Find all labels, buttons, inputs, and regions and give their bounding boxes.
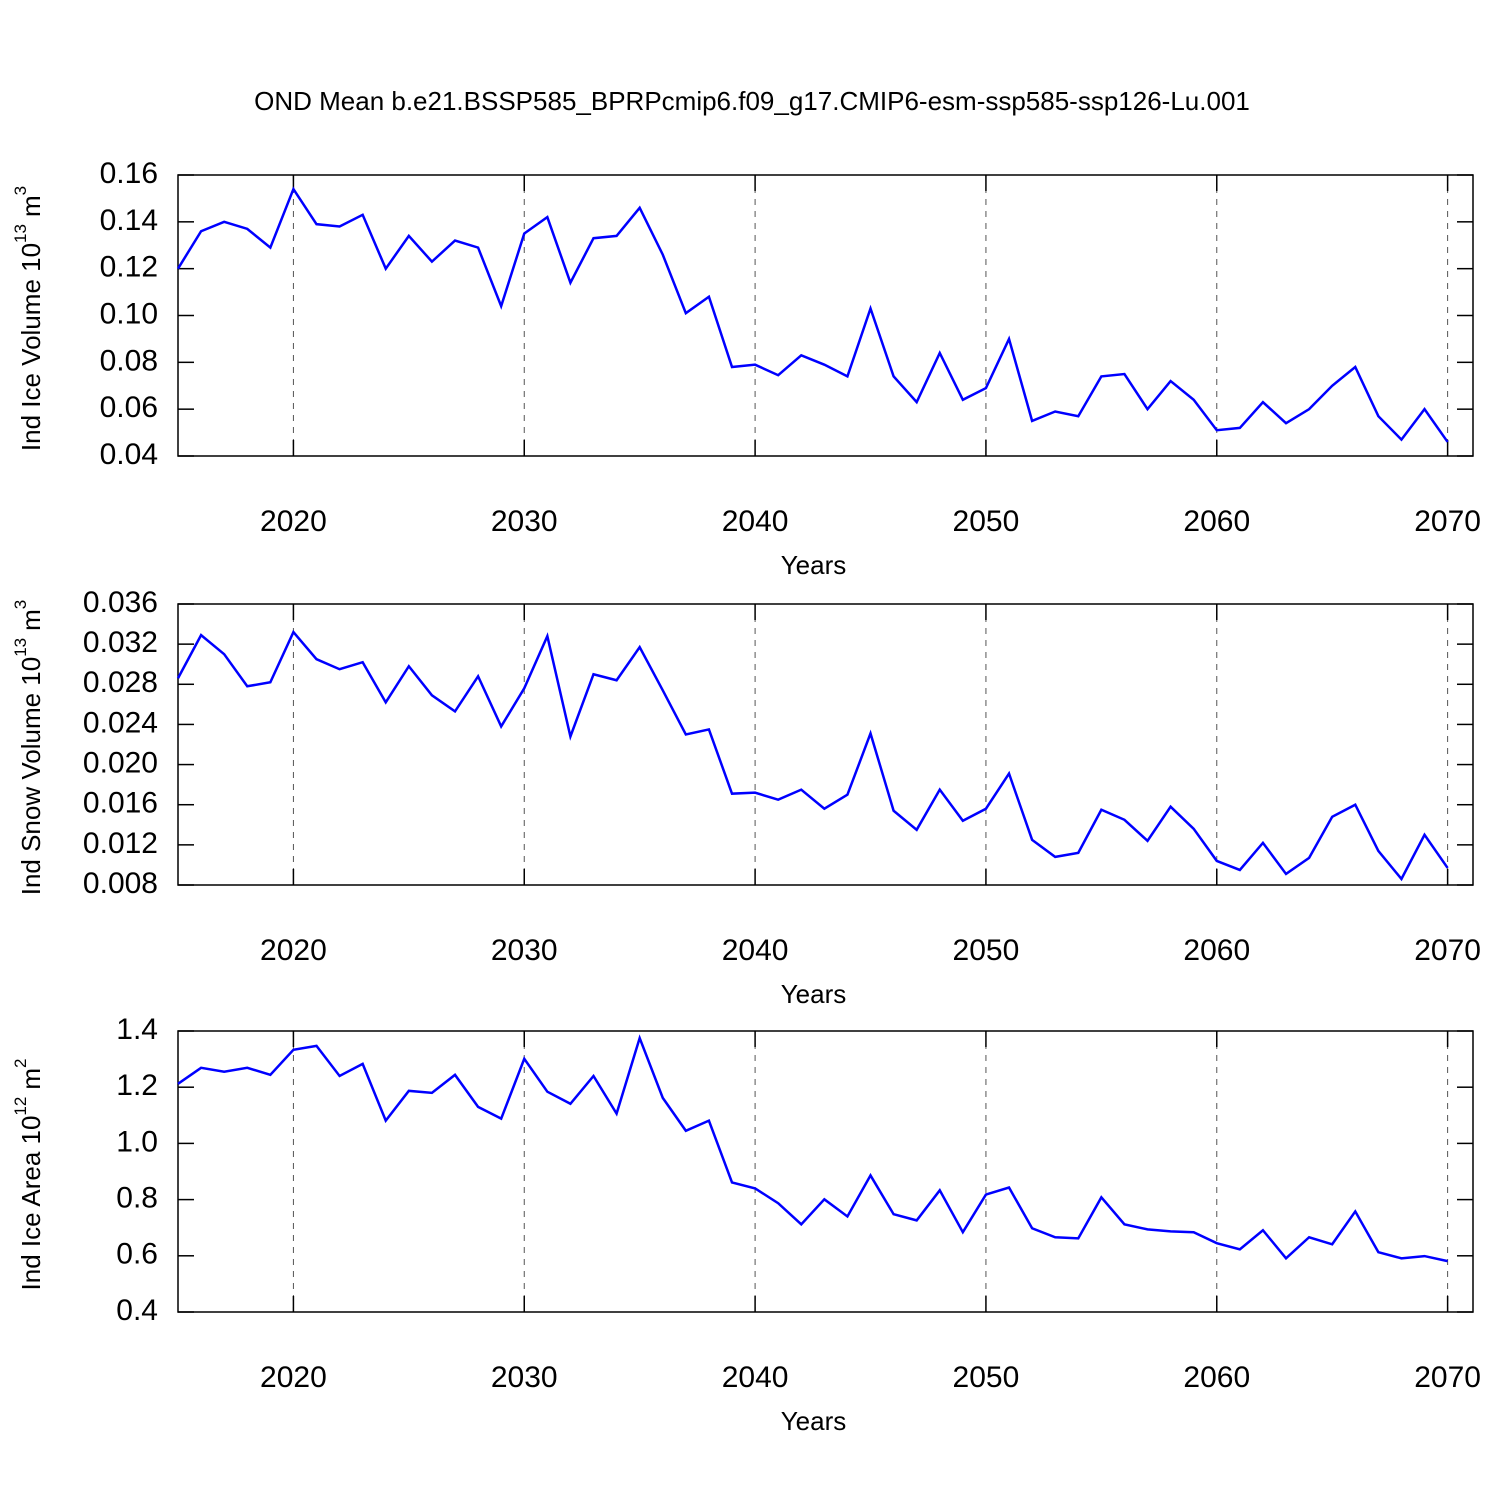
x-axis-label: Years [781, 979, 847, 1009]
y-axis-label: Ind Snow Volume 1013 m3 [11, 600, 45, 896]
data-line [177, 1034, 1448, 1263]
y-axis-label: Ind Ice Volume 1013 m3 [11, 186, 45, 451]
y-tick-label: 0.04 [100, 438, 158, 471]
x-axis-label: Years [781, 550, 847, 580]
x-tick-label: 2020 [260, 505, 327, 538]
y-tick-label: 1.2 [116, 1069, 158, 1102]
y-label-text: Ind Ice Area 10 [16, 1116, 46, 1291]
y-tick-label: 0.4 [116, 1294, 158, 1327]
y-tick-label: 0.024 [83, 706, 158, 739]
y-label-unit: m [16, 609, 46, 631]
x-tick-label: 2050 [953, 934, 1020, 967]
x-tick-label: 2050 [953, 1361, 1020, 1394]
y-label-unit-exponent: 2 [11, 1059, 30, 1068]
x-tick-label: 2060 [1183, 934, 1250, 967]
y-tick-label: 1.0 [116, 1125, 158, 1158]
y-label-unit: m [16, 1068, 46, 1090]
y-label-exponent: 13 [11, 638, 30, 657]
y-tick-label: 0.12 [100, 251, 158, 284]
y-tick-label: 1.4 [116, 1013, 158, 1046]
data-line [176, 186, 1449, 443]
y-tick-label: 0.06 [100, 391, 158, 424]
y-tick-label: 0.16 [100, 157, 158, 190]
y-tick-label: 0.012 [83, 827, 158, 860]
y-tick-label: 0.008 [83, 867, 158, 900]
data-line [176, 629, 1449, 882]
x-tick-label: 2020 [260, 934, 327, 967]
x-tick-label: 2040 [722, 505, 789, 538]
x-tick-label: 2060 [1183, 1361, 1250, 1394]
x-tick-label: 2070 [1414, 505, 1481, 538]
y-tick-label: 0.020 [83, 746, 158, 779]
x-tick-label: 2020 [260, 1361, 327, 1394]
x-tick-label: 2040 [722, 934, 789, 967]
figure-title: OND Mean b.e21.BSSP585_BPRPcmip6.f09_g17… [254, 86, 1250, 116]
plot-frame [177, 174, 1474, 457]
x-tick-label: 2040 [722, 1361, 789, 1394]
y-tick-label: 0.032 [83, 626, 158, 659]
y-label-unit-exponent: 3 [11, 600, 30, 609]
plot-frame [177, 603, 1474, 886]
x-tick-label: 2030 [491, 1361, 558, 1394]
y-label-unit: m [16, 195, 46, 217]
y-tick-label: 0.10 [100, 297, 158, 330]
x-tick-label: 2070 [1414, 1361, 1481, 1394]
y-label-text: Ind Snow Volume 10 [16, 657, 46, 896]
x-tick-label: 2060 [1183, 505, 1250, 538]
y-tick-label: 0.6 [116, 1238, 158, 1271]
x-tick-label: 2030 [491, 934, 558, 967]
y-tick-label: 0.14 [100, 204, 158, 237]
y-label-text: Ind Ice Volume 10 [16, 243, 46, 451]
x-tick-label: 2030 [491, 505, 558, 538]
x-tick-label: 2070 [1414, 934, 1481, 967]
y-label-exponent: 12 [11, 1097, 30, 1116]
y-tick-label: 0.016 [83, 787, 158, 820]
x-axis-label: Years [781, 1406, 847, 1436]
y-tick-label: 0.08 [100, 344, 158, 377]
y-tick-label: 0.8 [116, 1182, 158, 1215]
y-label-unit-exponent: 3 [11, 186, 30, 195]
y-axis-label: Ind Ice Area 1012 m2 [11, 1059, 45, 1291]
plot-frame [177, 1030, 1474, 1313]
y-label-exponent: 13 [11, 224, 30, 243]
y-tick-label: 0.028 [83, 666, 158, 699]
y-tick-label: 0.036 [83, 586, 158, 619]
x-tick-label: 2050 [953, 505, 1020, 538]
